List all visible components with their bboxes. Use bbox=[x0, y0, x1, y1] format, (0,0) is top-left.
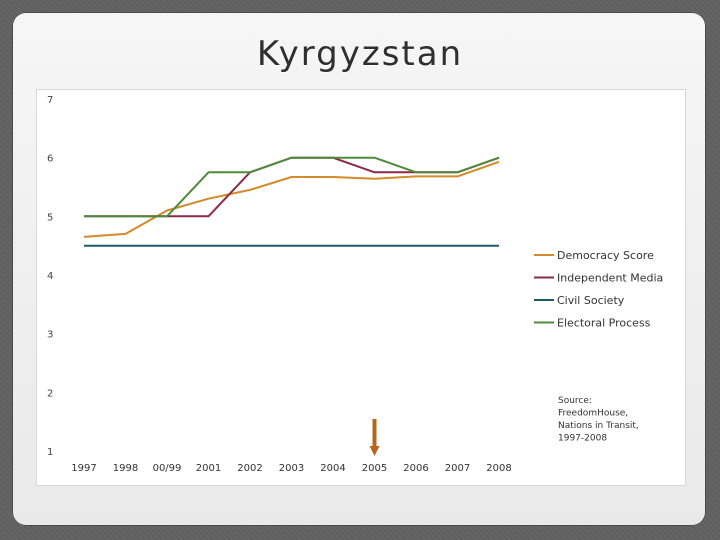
y-tick-label: 6 bbox=[47, 154, 53, 165]
x-tick-label: 2004 bbox=[320, 463, 345, 474]
source-line: 1997-2008 bbox=[558, 434, 607, 444]
source-line: Nations in Transit, bbox=[558, 421, 639, 431]
x-tick-label: 2001 bbox=[196, 463, 221, 474]
x-tick-label: 1997 bbox=[71, 463, 96, 474]
marker-head bbox=[369, 446, 380, 456]
source-annotation: Source: FreedomHouse, Nations in Transit, 1… bbox=[558, 396, 639, 444]
slide-title: Kyrgyzstan bbox=[256, 34, 464, 74]
series-lines bbox=[83, 156, 500, 247]
x-axis: 1997 1998 00/99 2001 2002 2003 2004 2005 2006 200… bbox=[71, 463, 511, 474]
x-tick-label: 1998 bbox=[113, 463, 138, 474]
y-axis: 1 2 3 4 5 6 7 bbox=[47, 95, 53, 458]
legend-label: Civil Society bbox=[557, 294, 625, 307]
source-line: FreedomHouse, bbox=[558, 409, 628, 419]
y-tick-label: 3 bbox=[47, 330, 53, 341]
y-tick-label: 5 bbox=[47, 212, 53, 223]
series-line-independent-media bbox=[84, 156, 500, 218]
x-tick-label: 2007 bbox=[445, 463, 470, 474]
legend-label: Independent Media bbox=[557, 272, 663, 285]
x-tick-label: 2008 bbox=[486, 463, 511, 474]
x-tick-label: 00/99 bbox=[153, 463, 182, 474]
y-tick-label: 2 bbox=[47, 388, 53, 399]
line-chart: 1 2 3 4 5 6 7 1997 1998 00/99 2001 2002 2003 2004 200… bbox=[47, 95, 663, 474]
series-line-democracy-score bbox=[83, 160, 500, 238]
x-tick-label: 2005 bbox=[362, 463, 387, 474]
y-tick-label: 1 bbox=[47, 447, 53, 458]
legend: Democracy Score Independent Media Civil So… bbox=[534, 249, 663, 330]
x-tick-label: 2006 bbox=[403, 463, 428, 474]
chart-area: 1 2 3 4 5 6 7 1997 1998 00/99 2001 2002 2003 2004 200… bbox=[37, 90, 685, 485]
y-tick-label: 7 bbox=[47, 95, 53, 106]
x-tick-label: 2002 bbox=[237, 463, 262, 474]
series-line-electoral-process bbox=[84, 156, 500, 218]
legend-label: Electoral Process bbox=[557, 317, 651, 330]
source-line: Source: bbox=[558, 396, 592, 406]
y-tick-label: 4 bbox=[47, 271, 53, 282]
x-tick-label: 2003 bbox=[279, 463, 304, 474]
legend-label: Democracy Score bbox=[557, 249, 654, 262]
year-marker-arrow bbox=[369, 419, 380, 456]
